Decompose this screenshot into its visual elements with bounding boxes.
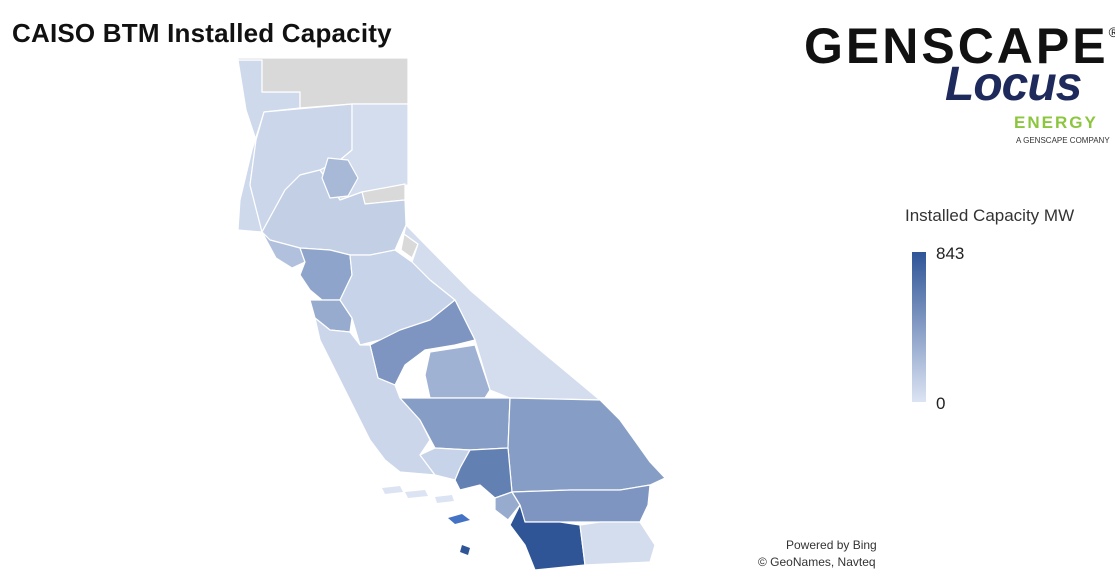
- energy-wordmark: ENERGY: [1014, 113, 1098, 132]
- legend-max-label: 843: [936, 244, 965, 263]
- region-sacramento[interactable]: [321, 157, 359, 199]
- channel-island: [405, 490, 428, 498]
- genscape-logo: GENSCAPE®: [804, 4, 1115, 74]
- channel-island: [460, 545, 470, 555]
- region-northern-nodata[interactable]: [237, 57, 409, 109]
- trademark-symbol: ®: [1108, 24, 1115, 40]
- locus-logo: Locus: [945, 58, 1082, 111]
- region-orange[interactable]: [494, 491, 521, 521]
- region-imperial[interactable]: [579, 521, 656, 566]
- legend-min-label: 0: [936, 394, 946, 413]
- channel-island: [435, 495, 454, 503]
- region-slo-santa-barbara[interactable]: [314, 317, 436, 476]
- genscape-wordmark: GENSCAPE: [804, 18, 1109, 74]
- channel-island: [448, 514, 470, 524]
- region-los-angeles[interactable]: [454, 447, 513, 499]
- page-title: CAISO BTM Installed Capacity: [12, 18, 392, 48]
- legend-color-scale: [912, 252, 926, 402]
- region-san-bernardino[interactable]: [507, 397, 666, 493]
- attribution-copyright: © GeoNames, Navteq: [758, 555, 876, 569]
- company-tagline: A GENSCAPE COMPANY: [1016, 136, 1110, 145]
- legend-title: Installed Capacity MW: [905, 206, 1075, 225]
- attribution-powered-by: Powered by Bing: [786, 538, 877, 552]
- channel-island: [382, 486, 403, 494]
